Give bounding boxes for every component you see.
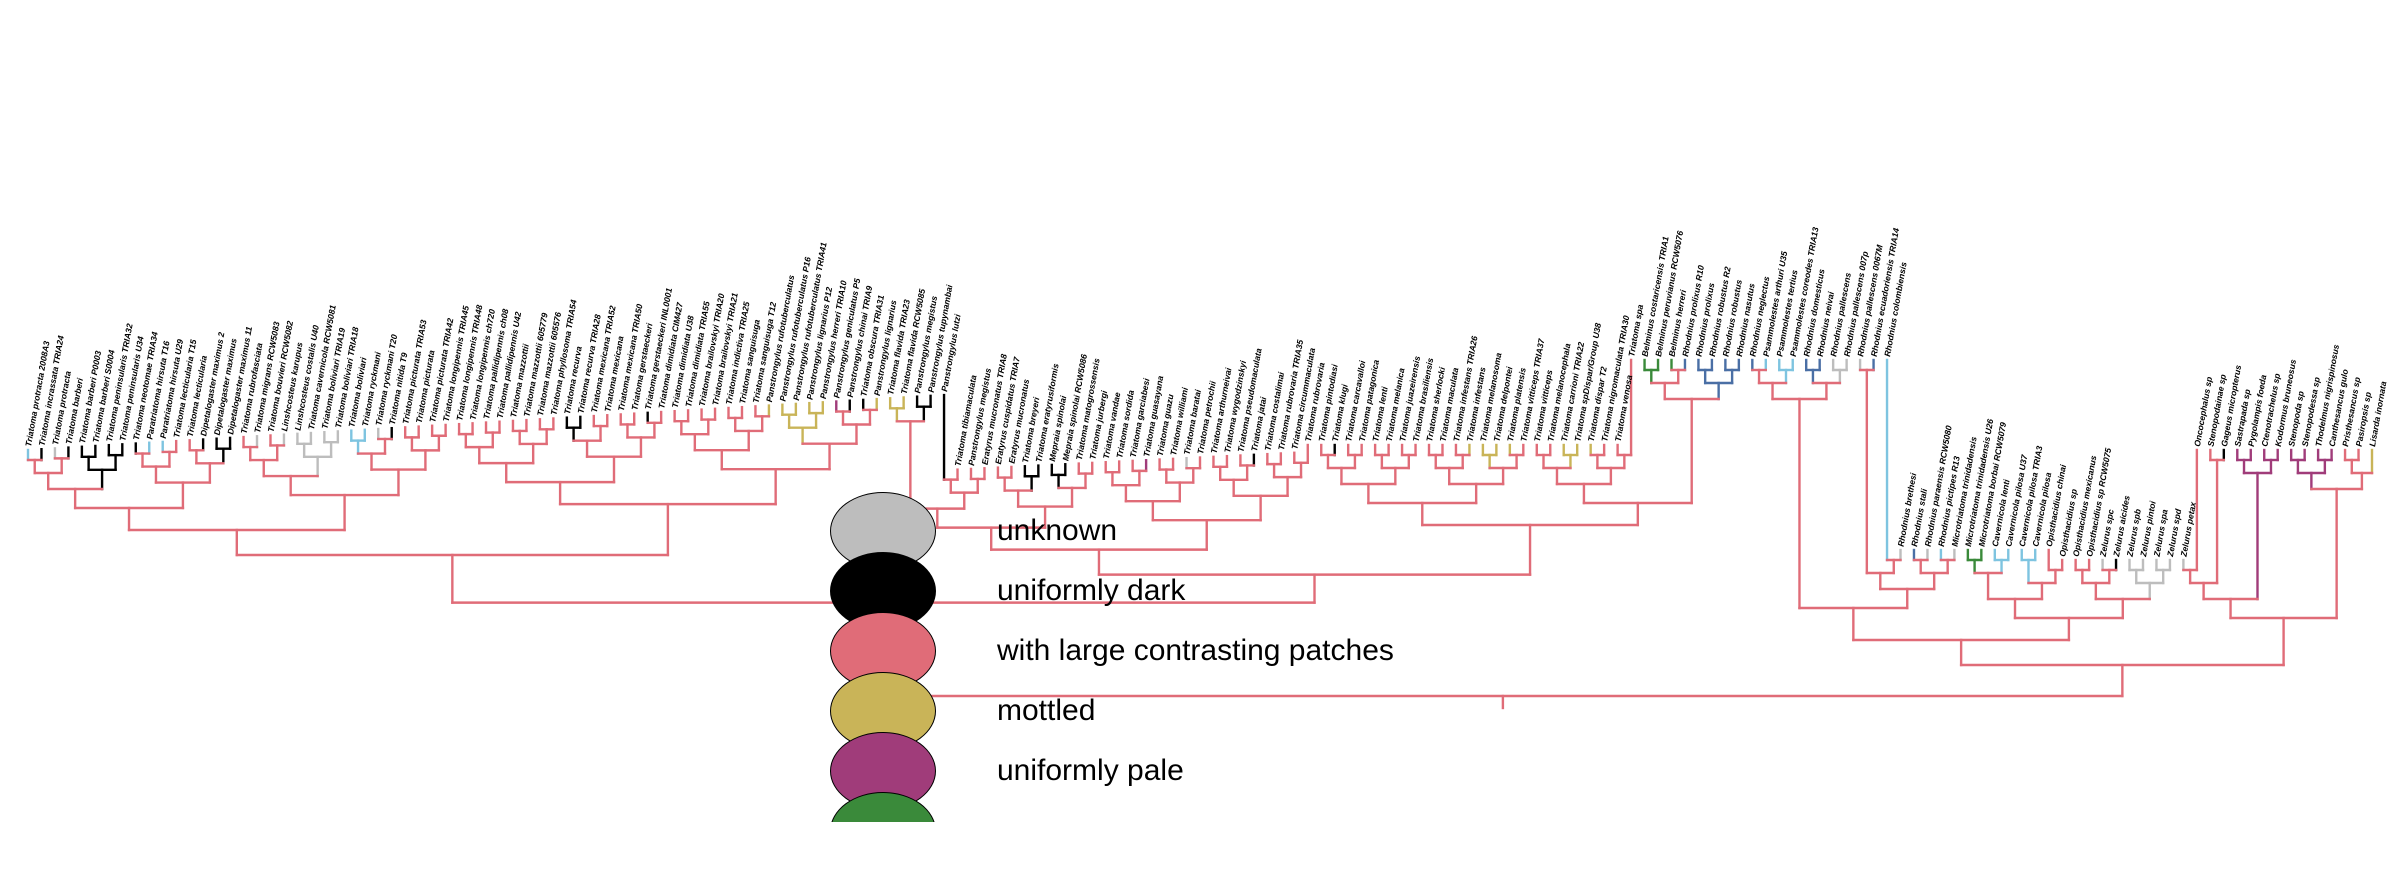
legend-label: unknown <box>997 514 1118 547</box>
legend-label: uniformly dark <box>997 574 1186 607</box>
legend-swatch <box>830 792 936 822</box>
tree-branches <box>26 358 2374 710</box>
legend: unknown uniformly dark with large contrast… <box>830 492 1590 822</box>
legend-item: uniformly dark <box>830 552 1590 630</box>
legend-label: with large contrasting patches <box>997 634 1394 667</box>
legend-label: uniformly pale <box>997 754 1184 787</box>
legend-item <box>830 792 1590 822</box>
legend-label: mottled <box>997 694 1096 727</box>
tip-label: Lisarda inornata <box>2367 380 2388 447</box>
legend-item: with large contrasting patches <box>830 612 1590 690</box>
legend-item: uniformly pale <box>830 732 1590 810</box>
tip-label: Zelurus petax <box>2178 500 2198 558</box>
legend-item: unknown <box>830 492 1590 570</box>
legend-item: mottled <box>830 672 1590 750</box>
